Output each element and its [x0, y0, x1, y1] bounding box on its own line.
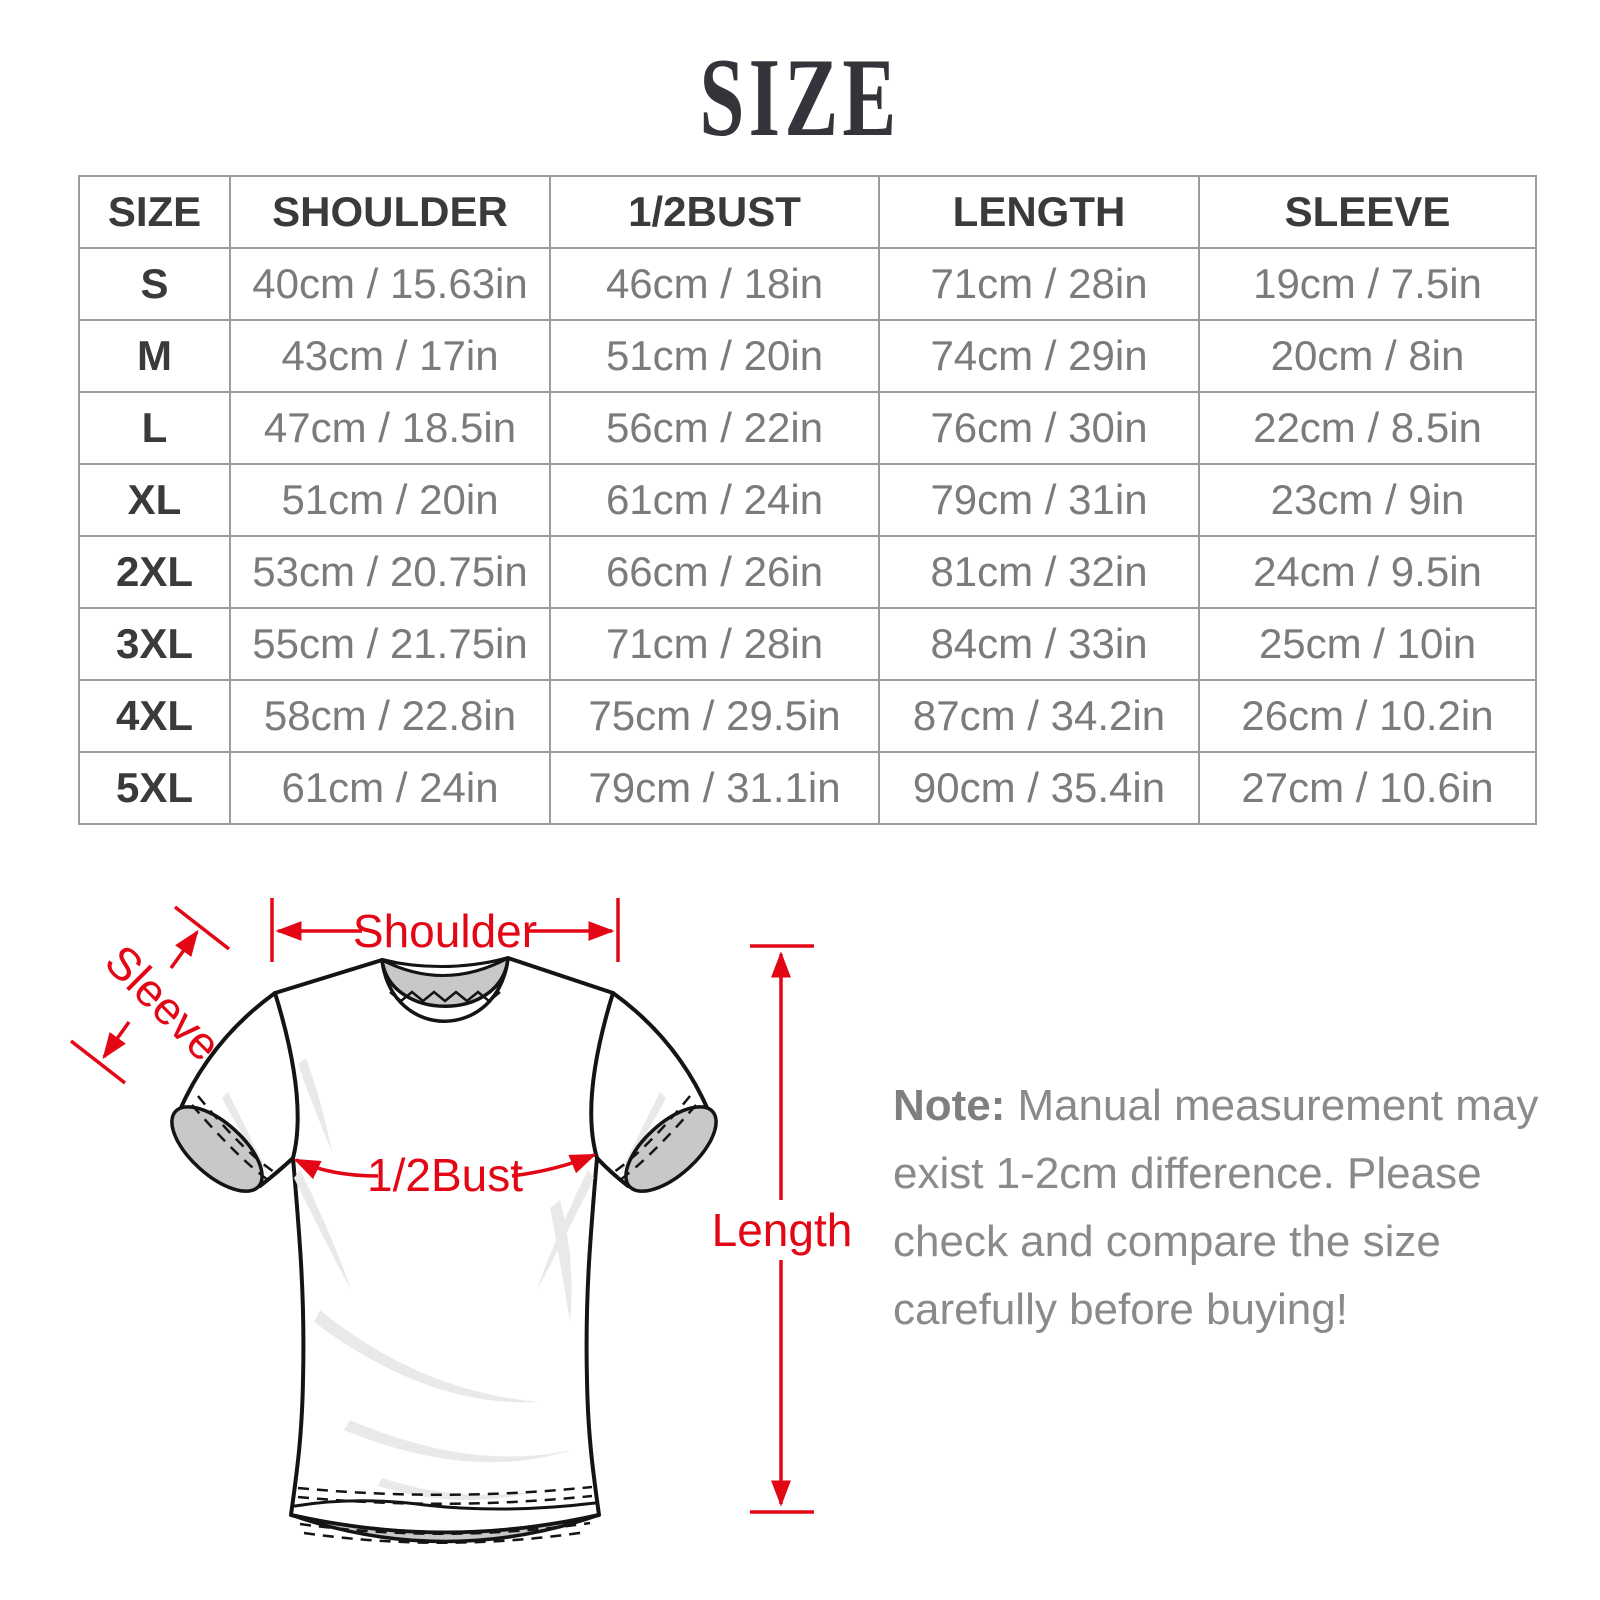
measurement-cell: 20cm / 8in — [1198, 319, 1537, 393]
measurement-cell: 76cm / 30in — [878, 391, 1200, 465]
measurement-cell: 25cm / 10in — [1198, 607, 1537, 681]
measurement-cell: 61cm / 24in — [229, 751, 551, 825]
measurement-cell: 51cm / 20in — [549, 319, 880, 393]
note-line: exist 1-2cm difference. Please — [893, 1149, 1482, 1198]
collar — [380, 956, 510, 1023]
measurement-cell: 56cm / 22in — [549, 391, 880, 465]
column-header: SLEEVE — [1198, 175, 1537, 249]
measurement-cell: 58cm / 22.8in — [229, 679, 551, 753]
measurement-cell: 46cm / 18in — [549, 247, 880, 321]
measurement-cell: 40cm / 15.63in — [229, 247, 551, 321]
measurement-cell: 61cm / 24in — [549, 463, 880, 537]
hem — [289, 1485, 601, 1544]
size-cell: 5XL — [78, 751, 231, 825]
measurement-cell: 43cm / 17in — [229, 319, 551, 393]
measurement-cell: 51cm / 20in — [229, 463, 551, 537]
length-dimension-arrow: Length — [712, 944, 853, 1514]
length-label: Length — [712, 1204, 853, 1256]
table-row: 4XL 58cm / 22.8in 75cm / 29.5in 87cm / 34.2… — [78, 679, 1537, 753]
measurement-cell: 74cm / 29in — [878, 319, 1200, 393]
measurement-cell: 47cm / 18.5in — [229, 391, 551, 465]
column-header: SHOULDER — [229, 175, 551, 249]
measurement-cell: 53cm / 20.75in — [229, 535, 551, 609]
left-armhole-seam — [273, 991, 300, 1160]
measurement-cell: 87cm / 34.2in — [878, 679, 1200, 753]
size-cell: 4XL — [78, 679, 231, 753]
tshirt-outline — [177, 956, 711, 1535]
shoulder-label: Shoulder — [353, 905, 537, 957]
measurement-cell: 79cm / 31in — [878, 463, 1200, 537]
note: Note: Manual measurement may exist 1-2cm … — [893, 1072, 1538, 1344]
table-row: S 40cm / 15.63in 46cm / 18in 71cm / 28in 19c… — [78, 247, 1537, 321]
page-title: SIZE — [699, 36, 901, 160]
tshirt-measurement-diagram: Shoulder Sleeve 1/2Bust Length — [69, 898, 853, 1544]
hem-underside — [289, 1513, 601, 1544]
measurement-cell: 71cm / 28in — [878, 247, 1200, 321]
size-cell: M — [78, 319, 231, 393]
size-cell: L — [78, 391, 231, 465]
shoulder-dimension-arrow: Shoulder — [270, 898, 620, 962]
column-header: 1/2BUST — [549, 175, 880, 249]
right-armhole-seam — [589, 991, 615, 1160]
table-row: 5XL 61cm / 24in 79cm / 31.1in 90cm / 35.4in… — [78, 751, 1537, 825]
measurement-cell: 79cm / 31.1in — [549, 751, 880, 825]
note-line: check and compare the size — [893, 1217, 1441, 1266]
column-header: LENGTH — [878, 175, 1200, 249]
collar-back-band — [380, 956, 510, 977]
sleeve-label: Sleeve — [95, 935, 231, 1071]
bust-label: 1/2Bust — [367, 1149, 523, 1201]
measurement-cell: 71cm / 28in — [549, 607, 880, 681]
measurement-cell: 84cm / 33in — [878, 607, 1200, 681]
size-cell: S — [78, 247, 231, 321]
note-line: carefully before buying! — [893, 1285, 1348, 1334]
right-cuff — [613, 1095, 718, 1193]
tshirt-illustration — [170, 956, 718, 1544]
size-table: SIZE SHOULDER 1/2BUST LENGTH SLEEVE S 40cm / … — [78, 175, 1537, 825]
measurement-cell: 81cm / 32in — [878, 535, 1200, 609]
measurement-cell: 22cm / 8.5in — [1198, 391, 1537, 465]
measurement-cell: 75cm / 29.5in — [549, 679, 880, 753]
measurement-cell: 55cm / 21.75in — [229, 607, 551, 681]
left-cuff — [170, 1095, 275, 1193]
table-row: 2XL 53cm / 20.75in 66cm / 26in 81cm / 32in 2… — [78, 535, 1537, 609]
measurement-cell: 66cm / 26in — [549, 535, 880, 609]
column-header: SIZE — [78, 175, 231, 249]
measurement-cell: 23cm / 9in — [1198, 463, 1537, 537]
note-label: Note: — [893, 1081, 1006, 1130]
size-cell: 3XL — [78, 607, 231, 681]
collar-stitch — [389, 990, 501, 1003]
measurement-cell: 24cm / 9.5in — [1198, 535, 1537, 609]
measurement-cell: 27cm / 10.6in — [1198, 751, 1537, 825]
table-row: XL 51cm / 20in 61cm / 24in 79cm / 31in 23cm … — [78, 463, 1537, 537]
table-header-row: SIZE SHOULDER 1/2BUST LENGTH SLEEVE — [78, 175, 1537, 249]
table-row: 3XL 55cm / 21.75in 71cm / 28in 84cm / 33in 2… — [78, 607, 1537, 681]
measurement-cell: 90cm / 35.4in — [878, 751, 1200, 825]
measurement-cell: 19cm / 7.5in — [1198, 247, 1537, 321]
measurement-cell: 26cm / 10.2in — [1198, 679, 1537, 753]
sleeve-dimension-arrow: Sleeve — [69, 905, 231, 1085]
size-cell: 2XL — [78, 535, 231, 609]
bust-dimension-arrow: 1/2Bust — [293, 1149, 597, 1201]
table-row: L 47cm / 18.5in 56cm / 22in 76cm / 30in 22cm… — [78, 391, 1537, 465]
size-cell: XL — [78, 463, 231, 537]
table-row: M 43cm / 17in 51cm / 20in 74cm / 29in 20cm /… — [78, 319, 1537, 393]
note-line: Note: Manual measurement may — [893, 1081, 1539, 1130]
